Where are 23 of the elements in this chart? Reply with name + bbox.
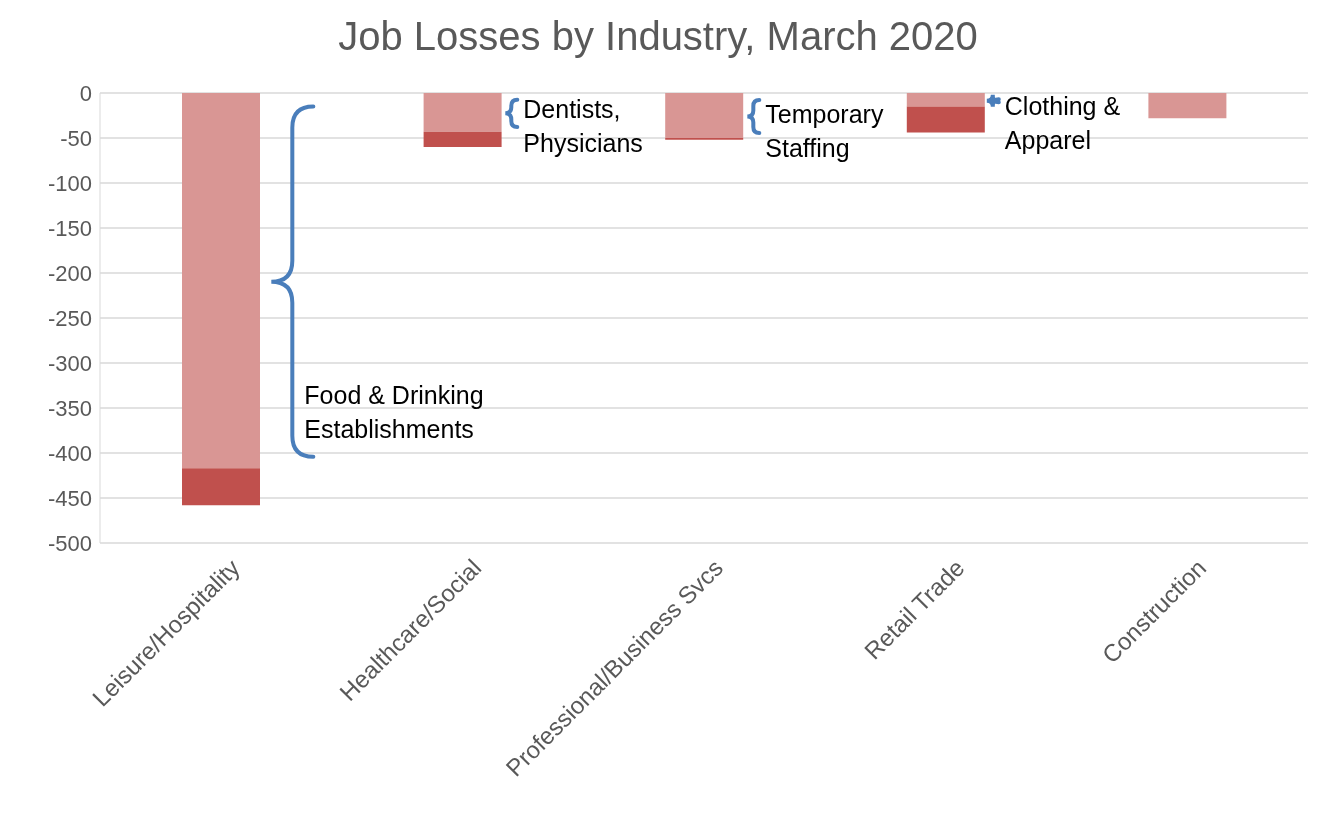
bar — [182, 468, 260, 506]
y-tick-label: -450 — [47, 485, 92, 511]
chart-title: Job Losses by Industry, March 2020 — [337, 13, 979, 60]
y-tick-label: -50 — [60, 125, 92, 151]
y-tick-label: -300 — [47, 350, 92, 376]
bar — [665, 93, 744, 138]
y-tick-label: -100 — [47, 170, 92, 196]
y-tick-label: -400 — [47, 440, 92, 466]
bar — [1148, 93, 1227, 119]
y-tick-label: -350 — [47, 395, 92, 421]
bar — [423, 131, 502, 147]
bar — [423, 93, 502, 132]
bar — [182, 93, 260, 469]
y-tick-label: -200 — [47, 260, 92, 286]
y-tick-label: -250 — [47, 305, 92, 331]
annotation: Dentists, Physicians — [523, 93, 644, 159]
bar — [906, 106, 985, 133]
y-tick-label: -150 — [47, 215, 92, 241]
annotation: Food & Drinking Establishments — [304, 380, 485, 445]
y-tick-label: -500 — [47, 530, 92, 556]
annotation: Temporary Staffing — [765, 99, 885, 165]
y-tick-label: 0 — [79, 80, 92, 106]
annotation: Clothing & Apparel — [1004, 91, 1122, 156]
